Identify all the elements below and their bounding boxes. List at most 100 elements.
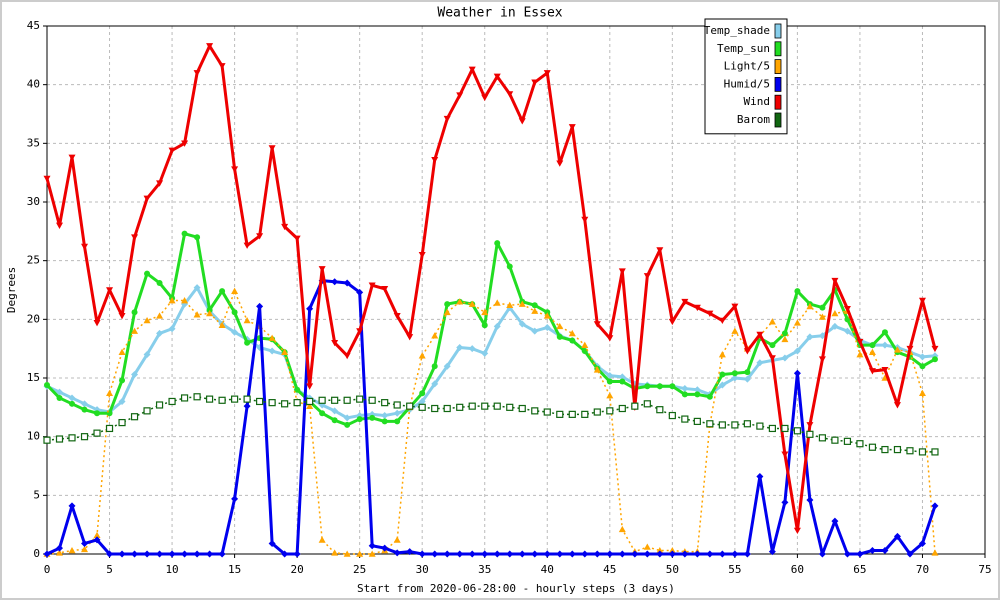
point xyxy=(843,550,851,558)
point xyxy=(568,124,576,131)
point xyxy=(831,277,839,285)
point xyxy=(144,270,151,277)
point xyxy=(393,401,401,409)
point xyxy=(868,348,876,355)
y-tick-label: 25 xyxy=(27,254,40,267)
point xyxy=(318,536,326,543)
point xyxy=(156,312,164,319)
point xyxy=(393,313,401,320)
point xyxy=(156,279,163,286)
point xyxy=(381,418,388,425)
point xyxy=(206,550,214,558)
point xyxy=(931,502,939,510)
point xyxy=(193,550,201,558)
point xyxy=(318,396,326,404)
point xyxy=(68,434,76,442)
point xyxy=(368,542,376,550)
point xyxy=(456,92,464,99)
point xyxy=(105,424,114,433)
point xyxy=(468,300,476,307)
point xyxy=(643,400,651,408)
point xyxy=(556,550,564,558)
point xyxy=(393,549,401,557)
point xyxy=(906,447,914,455)
point xyxy=(55,435,64,443)
point xyxy=(493,402,501,410)
point xyxy=(193,284,201,292)
x-tick-label: 70 xyxy=(916,563,929,576)
point xyxy=(768,424,776,433)
x-tick-label: 30 xyxy=(416,563,429,576)
point xyxy=(656,550,664,558)
point xyxy=(643,273,651,280)
point xyxy=(618,373,626,381)
point xyxy=(843,327,851,335)
point xyxy=(919,363,926,370)
series-line xyxy=(46,290,936,555)
legend-label: Temp_shade xyxy=(704,24,770,37)
point xyxy=(243,242,251,249)
point xyxy=(756,359,764,367)
point xyxy=(731,303,739,310)
point xyxy=(43,436,51,444)
point xyxy=(668,318,676,326)
point xyxy=(806,333,814,341)
point xyxy=(843,437,852,445)
point xyxy=(718,550,726,558)
point xyxy=(206,306,213,313)
point xyxy=(693,550,701,558)
point xyxy=(293,399,301,407)
point xyxy=(718,421,726,429)
point xyxy=(918,297,926,305)
point xyxy=(106,389,114,397)
point xyxy=(768,318,776,325)
point xyxy=(394,418,401,425)
point xyxy=(218,396,226,404)
point xyxy=(331,549,339,556)
point xyxy=(794,288,801,295)
point xyxy=(281,223,289,231)
x-tick-label: 55 xyxy=(728,563,741,576)
point xyxy=(831,436,839,444)
point xyxy=(656,383,663,390)
point xyxy=(918,389,926,397)
point xyxy=(118,397,126,405)
point xyxy=(543,324,551,332)
chart-title: Weather in Essex xyxy=(437,6,562,21)
point xyxy=(518,404,526,413)
point xyxy=(318,266,326,273)
point xyxy=(493,322,501,330)
point xyxy=(431,156,439,164)
point xyxy=(319,410,326,417)
point xyxy=(131,234,139,241)
point xyxy=(606,372,614,380)
point xyxy=(518,118,526,125)
point xyxy=(793,527,801,535)
point xyxy=(343,396,351,404)
point xyxy=(206,309,214,317)
point xyxy=(256,302,264,310)
point xyxy=(793,319,801,326)
point xyxy=(656,546,664,554)
point xyxy=(531,407,539,415)
x-tick-label: 5 xyxy=(106,563,113,576)
point xyxy=(156,180,164,187)
point xyxy=(818,434,827,442)
point xyxy=(893,445,902,454)
point xyxy=(56,222,64,229)
legend-swatch xyxy=(774,94,782,110)
point xyxy=(118,313,126,320)
point xyxy=(806,302,814,310)
point xyxy=(681,391,688,398)
point xyxy=(793,427,802,435)
point xyxy=(418,550,426,558)
point xyxy=(581,341,589,348)
x-tick-label: 45 xyxy=(603,563,616,576)
point xyxy=(306,402,314,409)
point xyxy=(281,550,289,558)
point xyxy=(468,66,476,73)
point xyxy=(443,115,451,123)
point xyxy=(693,386,701,394)
point xyxy=(43,175,51,183)
